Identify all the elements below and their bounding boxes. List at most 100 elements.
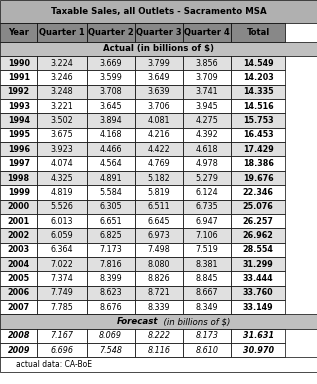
Text: 8.667: 8.667 bbox=[196, 288, 218, 297]
Bar bbox=[183, 113, 231, 128]
Bar bbox=[135, 271, 183, 286]
Text: 3.645: 3.645 bbox=[99, 102, 122, 111]
Bar bbox=[135, 142, 183, 156]
Bar bbox=[87, 142, 135, 156]
Bar bbox=[231, 228, 285, 243]
Text: 4.819: 4.819 bbox=[51, 188, 73, 197]
Bar bbox=[0, 257, 37, 271]
Text: 3.224: 3.224 bbox=[51, 59, 73, 68]
Bar bbox=[183, 200, 231, 214]
Bar bbox=[37, 156, 87, 171]
Text: 7.749: 7.749 bbox=[50, 288, 74, 297]
Text: 3.221: 3.221 bbox=[51, 102, 73, 111]
Text: 2002: 2002 bbox=[8, 231, 30, 240]
Bar bbox=[231, 128, 285, 142]
Text: 2009: 2009 bbox=[8, 346, 30, 355]
Text: 30.970: 30.970 bbox=[243, 346, 274, 355]
Bar bbox=[0, 300, 37, 314]
Text: 3.856: 3.856 bbox=[196, 59, 218, 68]
Bar bbox=[135, 200, 183, 214]
Text: 3.706: 3.706 bbox=[147, 102, 170, 111]
Bar bbox=[0, 358, 317, 372]
Text: 5.279: 5.279 bbox=[196, 174, 218, 182]
Text: 5.819: 5.819 bbox=[147, 188, 170, 197]
Bar bbox=[231, 171, 285, 185]
Text: 4.392: 4.392 bbox=[196, 131, 218, 139]
Text: 4.466: 4.466 bbox=[100, 145, 122, 154]
Text: 6.825: 6.825 bbox=[99, 231, 122, 240]
Bar bbox=[183, 70, 231, 85]
Bar bbox=[37, 214, 87, 228]
Text: 8.721: 8.721 bbox=[147, 288, 170, 297]
Text: 5.182: 5.182 bbox=[147, 174, 170, 182]
Bar bbox=[183, 343, 231, 358]
Bar bbox=[87, 271, 135, 286]
Text: 8.069: 8.069 bbox=[99, 331, 122, 340]
Text: 3.246: 3.246 bbox=[51, 73, 73, 82]
Bar bbox=[183, 286, 231, 300]
Text: 7.498: 7.498 bbox=[147, 245, 170, 254]
Bar bbox=[87, 171, 135, 185]
Bar bbox=[231, 113, 285, 128]
Bar bbox=[183, 329, 231, 343]
Text: 3.248: 3.248 bbox=[51, 88, 73, 96]
Bar bbox=[87, 113, 135, 128]
Text: 2006: 2006 bbox=[8, 288, 30, 297]
Bar bbox=[135, 156, 183, 171]
Text: 6.696: 6.696 bbox=[50, 346, 74, 355]
Text: 8.339: 8.339 bbox=[147, 303, 170, 312]
Text: 33.149: 33.149 bbox=[243, 303, 274, 312]
Bar bbox=[183, 99, 231, 113]
Bar bbox=[37, 257, 87, 271]
Bar bbox=[37, 329, 87, 343]
Bar bbox=[0, 200, 37, 214]
Bar bbox=[135, 171, 183, 185]
Text: Quarter 4: Quarter 4 bbox=[184, 28, 230, 37]
Bar bbox=[0, 286, 37, 300]
Bar bbox=[231, 99, 285, 113]
Text: 8.222: 8.222 bbox=[147, 331, 170, 340]
Text: Year: Year bbox=[8, 28, 29, 37]
Text: 8.610: 8.610 bbox=[196, 346, 218, 355]
Bar bbox=[231, 243, 285, 257]
Text: 1990: 1990 bbox=[8, 59, 30, 68]
Bar bbox=[135, 99, 183, 113]
Text: 4.422: 4.422 bbox=[147, 145, 170, 154]
Bar bbox=[0, 70, 37, 85]
Bar bbox=[0, 56, 37, 70]
Text: 3.709: 3.709 bbox=[196, 73, 218, 82]
Text: 3.599: 3.599 bbox=[99, 73, 122, 82]
Text: Taxable Sales, all Outlets - Sacramento MSA: Taxable Sales, all Outlets - Sacramento … bbox=[51, 7, 266, 16]
Text: 6.305: 6.305 bbox=[99, 202, 122, 211]
Text: 14.549: 14.549 bbox=[243, 59, 274, 68]
Bar bbox=[37, 70, 87, 85]
Bar bbox=[135, 214, 183, 228]
Text: 6.124: 6.124 bbox=[196, 188, 218, 197]
Text: 1998: 1998 bbox=[8, 174, 30, 182]
Text: 6.947: 6.947 bbox=[196, 217, 218, 225]
Text: 14.516: 14.516 bbox=[243, 102, 274, 111]
Bar bbox=[135, 128, 183, 142]
Bar bbox=[0, 243, 37, 257]
Bar bbox=[135, 113, 183, 128]
Text: 1996: 1996 bbox=[8, 145, 30, 154]
Text: 14.203: 14.203 bbox=[243, 73, 274, 82]
Bar bbox=[0, 228, 37, 243]
Bar bbox=[135, 286, 183, 300]
Bar bbox=[231, 214, 285, 228]
Bar bbox=[87, 23, 135, 41]
Bar bbox=[37, 128, 87, 142]
Bar bbox=[231, 70, 285, 85]
Text: 19.676: 19.676 bbox=[243, 174, 274, 182]
Bar bbox=[0, 142, 37, 156]
Text: 1995: 1995 bbox=[8, 131, 30, 139]
Text: 8.173: 8.173 bbox=[196, 331, 218, 340]
Bar bbox=[87, 200, 135, 214]
Bar bbox=[135, 56, 183, 70]
Text: 15.753: 15.753 bbox=[243, 116, 274, 125]
Bar bbox=[87, 329, 135, 343]
Text: 4.769: 4.769 bbox=[147, 159, 170, 168]
Text: 7.022: 7.022 bbox=[50, 260, 74, 269]
Text: 3.923: 3.923 bbox=[51, 145, 73, 154]
Bar bbox=[87, 214, 135, 228]
